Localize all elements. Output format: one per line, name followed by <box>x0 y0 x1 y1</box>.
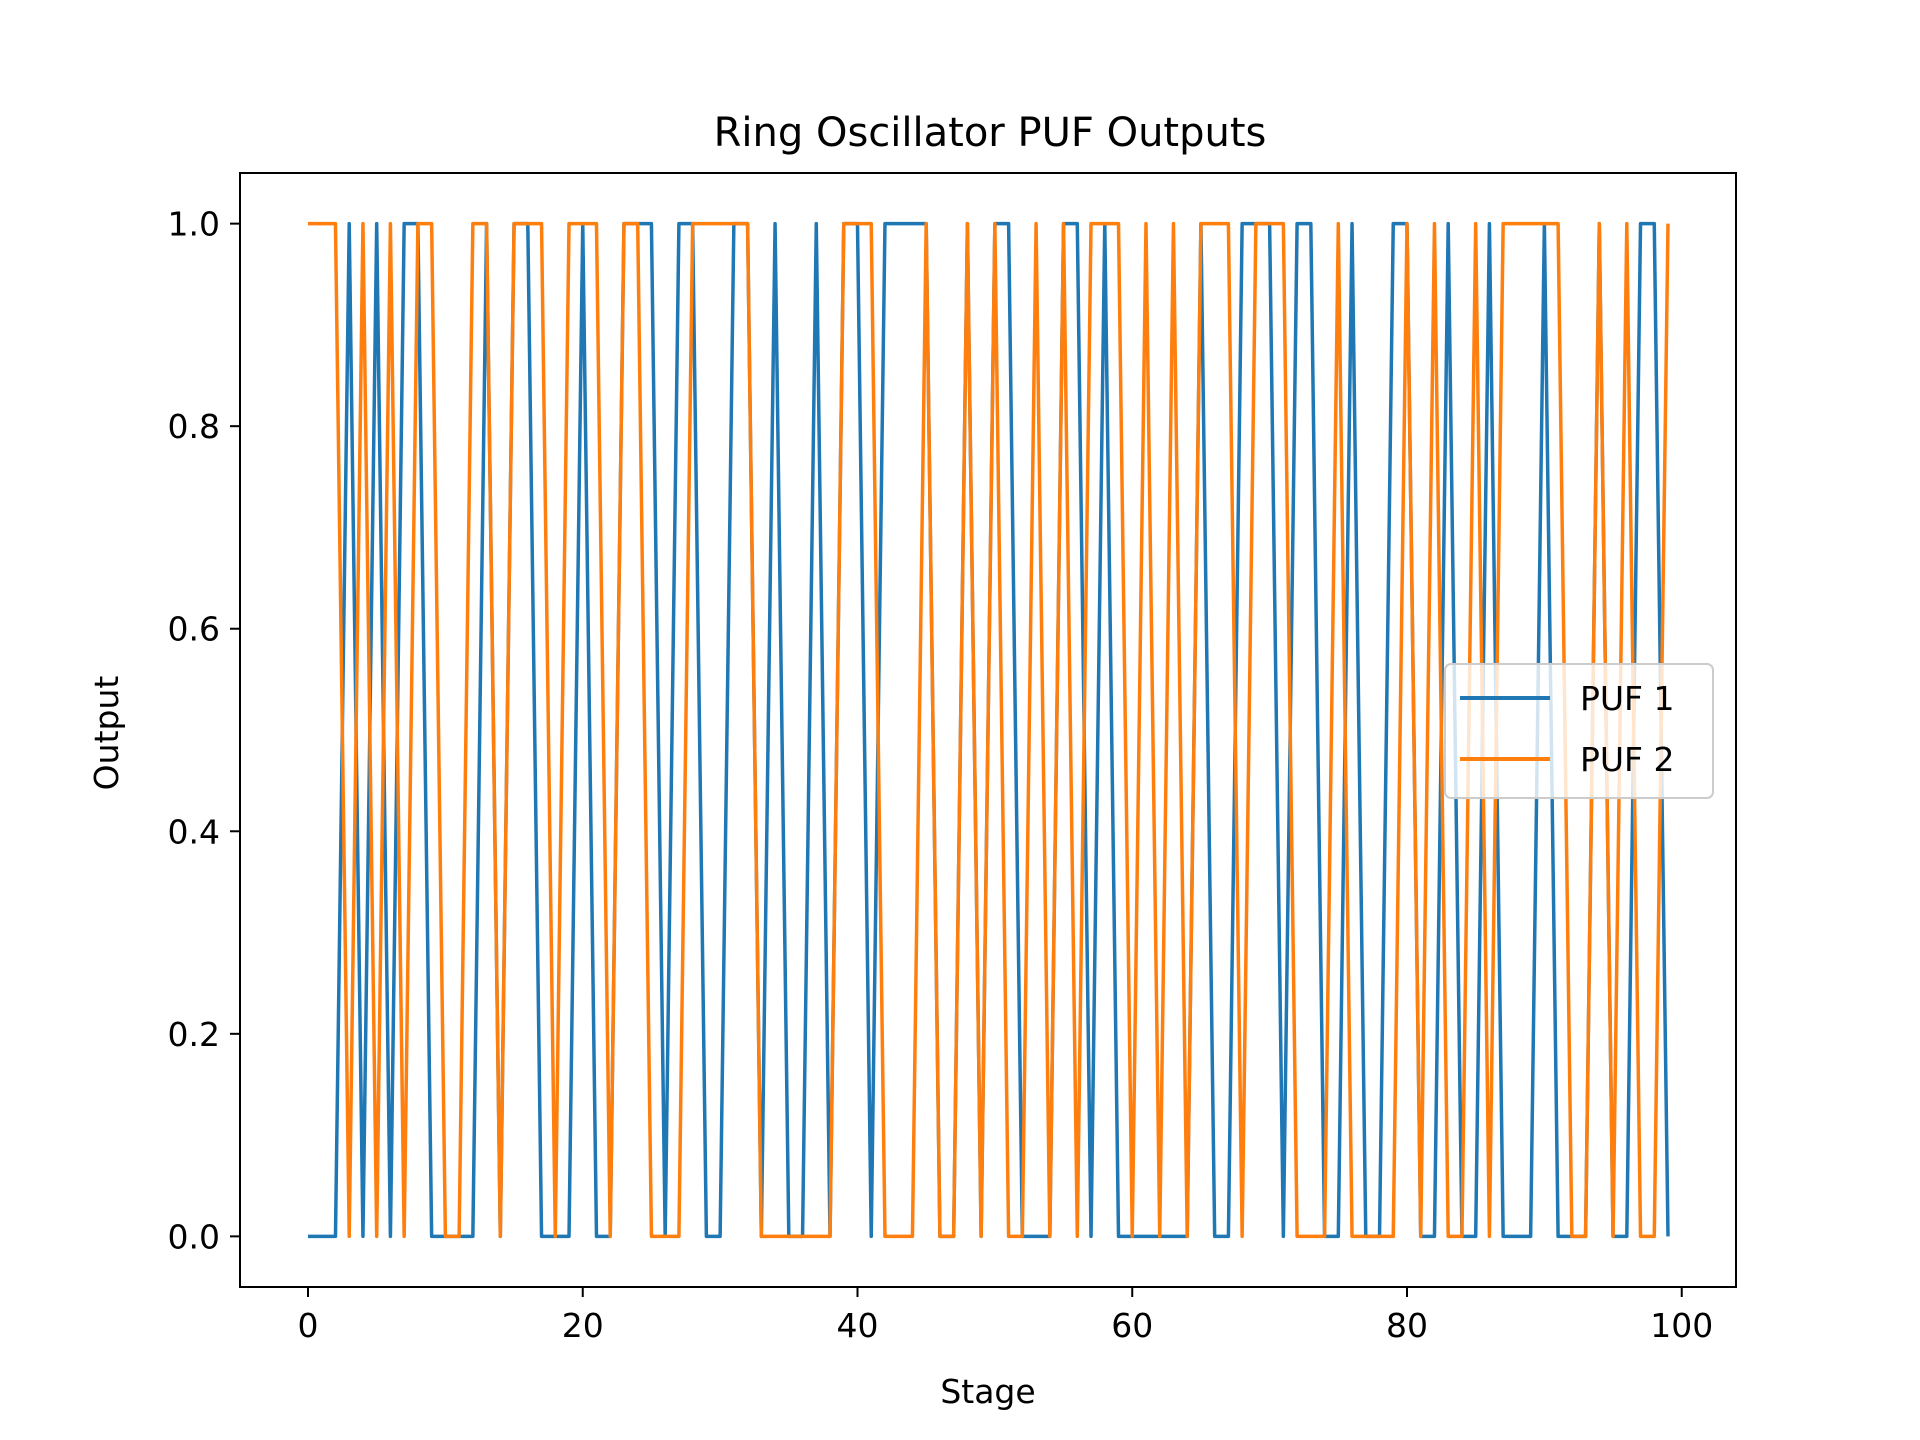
x-tick-label: 100 <box>1650 1306 1713 1345</box>
y-tick-label: 0.6 <box>168 610 220 649</box>
y-tick-label: 0.0 <box>168 1217 220 1256</box>
y-axis-title: Output <box>87 676 126 791</box>
series-line-puf-2 <box>308 221 1670 1239</box>
legend-label-puf-1: PUF 1 <box>1580 679 1675 718</box>
series-layer <box>308 221 1670 1239</box>
x-tick-label: 80 <box>1386 1306 1428 1345</box>
x-tick-label: 40 <box>836 1306 878 1345</box>
x-tick-label: 60 <box>1111 1306 1153 1345</box>
x-axis-title: Stage <box>940 1372 1035 1411</box>
y-tick-label: 0.2 <box>168 1015 220 1054</box>
x-tick-label: 0 <box>298 1306 319 1345</box>
y-tick-label: 0.4 <box>168 812 220 851</box>
y-tick-label: 1.0 <box>168 205 220 244</box>
x-axis: 0 20 40 60 80 100 <box>298 1287 1713 1345</box>
legend-label-puf-2: PUF 2 <box>1580 740 1675 779</box>
legend: PUF 1 PUF 2 <box>1444 663 1714 799</box>
y-axis: 0.0 0.2 0.4 0.6 0.8 1.0 <box>168 205 240 1256</box>
plot-frame <box>239 172 1737 1288</box>
y-tick-label: 0.8 <box>168 407 220 446</box>
chart-title: Ring Oscillator PUF Outputs <box>714 110 1267 156</box>
x-tick-label: 20 <box>562 1306 604 1345</box>
